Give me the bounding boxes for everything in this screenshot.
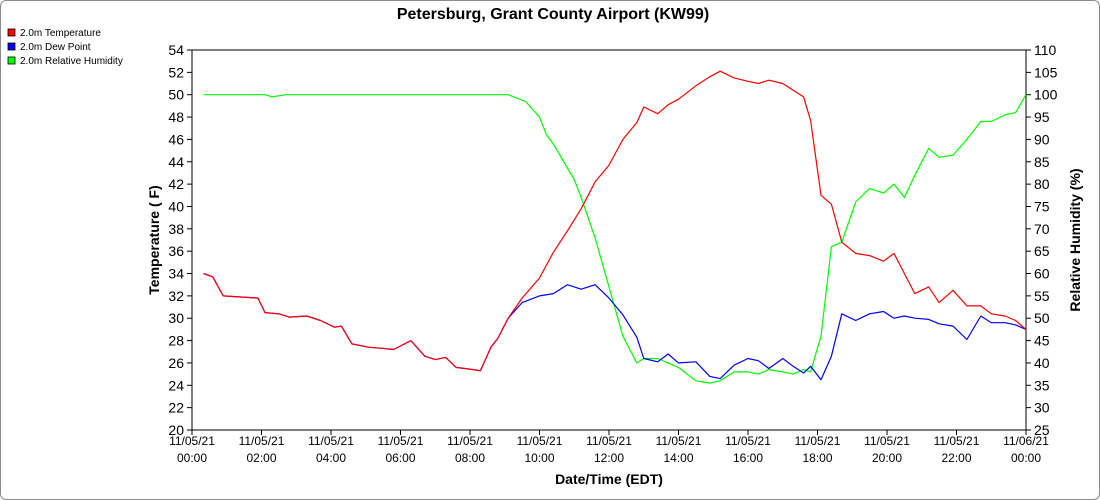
x-tick-date: 11/05/21 <box>378 434 424 448</box>
legend: 2.0m Temperature 2.0m Dew Point 2.0m Relat… <box>7 28 123 67</box>
legend-swatch <box>7 28 16 37</box>
right-tick-label: 75 <box>1034 198 1050 214</box>
series-lines <box>203 70 1027 384</box>
right-tick-label: 60 <box>1034 266 1050 282</box>
legend-swatch <box>7 42 16 51</box>
left-tick-label: 40 <box>168 198 184 214</box>
legend-label: 2.0m Dew Point <box>20 42 91 53</box>
right-tick-label: 35 <box>1034 377 1050 393</box>
left-tick-label: 44 <box>168 154 184 170</box>
x-tick-time: 22:00 <box>941 451 971 465</box>
x-tick-time: 06:00 <box>385 451 415 465</box>
right-axis-label: Relative Humidity (%) <box>1067 168 1083 311</box>
left-tick-label: 42 <box>168 176 184 192</box>
right-tick-label: 85 <box>1034 154 1050 170</box>
left-axis-label: Temperature ( F) <box>146 185 162 294</box>
plot-area <box>191 49 1027 431</box>
x-axis-label: Date/Time (EDT) <box>555 471 663 487</box>
left-tick-label: 32 <box>168 288 184 304</box>
left-axis-ticks: 20 22 24 26 28 30 32 34 36 38 40 42 44 46 48 50 52 54 <box>168 42 192 438</box>
x-tick-date: 11/05/21 <box>517 434 563 448</box>
right-tick-label: 105 <box>1034 64 1058 80</box>
legend-label: 2.0m Relative Humidity <box>20 56 123 67</box>
left-tick-label: 48 <box>168 109 184 125</box>
x-tick-date: 11/05/21 <box>795 434 841 448</box>
right-tick-label: 50 <box>1034 310 1050 326</box>
x-tick-time: 10:00 <box>524 451 554 465</box>
left-tick-label: 30 <box>168 310 184 326</box>
x-tick-date: 11/05/21 <box>934 434 980 448</box>
x-tick-time: 16:00 <box>733 451 763 465</box>
right-tick-label: 30 <box>1034 400 1050 416</box>
right-tick-label: 65 <box>1034 243 1050 259</box>
right-tick-label: 90 <box>1034 131 1050 147</box>
series-line-0 <box>203 70 1027 372</box>
left-tick-label: 28 <box>168 333 184 349</box>
right-tick-label: 110 <box>1034 42 1057 58</box>
right-tick-label: 70 <box>1034 221 1050 237</box>
right-tick-label: 100 <box>1034 87 1058 103</box>
x-tick-time: 20:00 <box>872 451 902 465</box>
left-tick-label: 38 <box>168 221 184 237</box>
x-tick-time: 00:00 <box>1011 451 1041 465</box>
left-tick-label: 52 <box>168 64 184 80</box>
left-tick-label: 22 <box>168 400 184 416</box>
left-tick-label: 54 <box>168 42 184 58</box>
x-tick-date: 11/05/21 <box>447 434 493 448</box>
chart-title: Petersburg, Grant County Airport (KW99) <box>397 6 709 23</box>
x-tick-date: 11/05/21 <box>169 434 215 448</box>
right-tick-label: 95 <box>1034 109 1050 125</box>
legend-swatch <box>7 56 16 65</box>
x-tick-time: 14:00 <box>663 451 693 465</box>
x-tick-date: 11/05/21 <box>656 434 702 448</box>
x-tick-time: 18:00 <box>802 451 832 465</box>
left-tick-label: 20 <box>168 422 184 438</box>
left-tick-label: 24 <box>168 377 184 393</box>
right-axis-ticks: 25 30 35 40 45 50 55 60 65 70 75 80 85 90 95 100 105 110 <box>1026 42 1058 438</box>
x-tick-time: 04:00 <box>316 451 346 465</box>
left-tick-label: 34 <box>168 266 184 282</box>
x-tick-date: 11/05/21 <box>725 434 771 448</box>
right-tick-label: 25 <box>1034 422 1050 438</box>
x-tick-time: 00:00 <box>177 451 207 465</box>
x-axis-ticks: 11/05/21 00:00 11/05/21 02:00 11/05/21 04:00 1… <box>169 430 1049 465</box>
x-tick-time: 12:00 <box>594 451 624 465</box>
x-tick-date: 11/05/21 <box>864 434 910 448</box>
x-tick-date: 11/05/21 <box>308 434 354 448</box>
x-tick-date: 11/05/21 <box>239 434 285 448</box>
legend-label: 2.0m Temperature <box>20 28 101 39</box>
x-tick-date: 11/06/21 <box>1003 434 1049 448</box>
right-tick-label: 55 <box>1034 288 1050 304</box>
right-tick-label: 40 <box>1034 355 1050 371</box>
left-tick-label: 36 <box>168 243 184 259</box>
left-tick-label: 26 <box>168 355 184 371</box>
left-tick-label: 46 <box>168 131 184 147</box>
right-tick-label: 45 <box>1034 333 1050 349</box>
x-tick-date: 11/05/21 <box>586 434 632 448</box>
x-tick-time: 02:00 <box>246 451 276 465</box>
series-line-2 <box>203 94 1027 384</box>
left-tick-label: 50 <box>168 87 184 103</box>
x-tick-time: 08:00 <box>455 451 485 465</box>
right-tick-label: 80 <box>1034 176 1050 192</box>
